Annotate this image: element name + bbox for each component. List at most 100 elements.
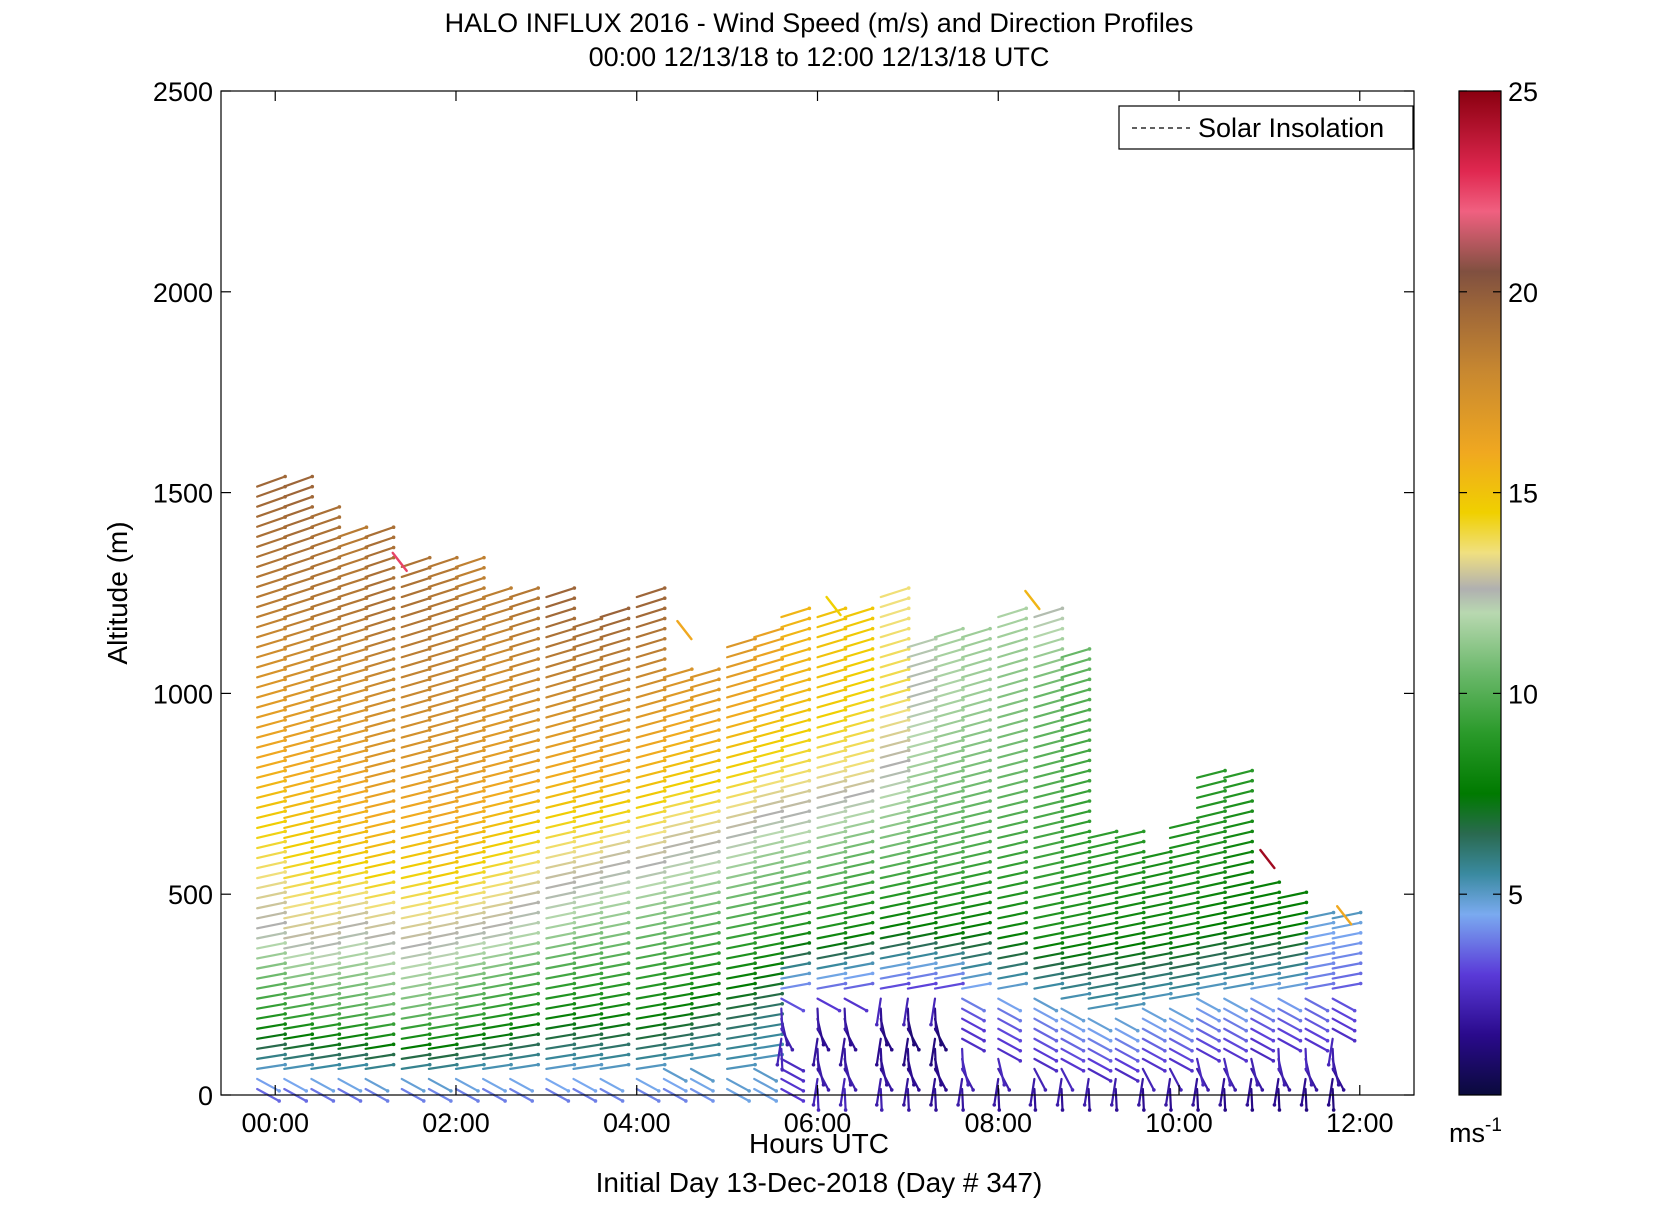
colorbar-unit-base: ms <box>1449 1118 1485 1148</box>
wind-vector <box>427 1043 458 1050</box>
wind-vector <box>780 718 811 729</box>
wind-vector <box>812 1077 819 1107</box>
wind-vector-head <box>807 707 812 712</box>
wind-vector <box>481 718 513 729</box>
wind-vector-head <box>717 738 721 742</box>
wind-vector <box>843 657 874 669</box>
wind-vector <box>726 1053 757 1060</box>
wind-vector <box>1141 1047 1166 1062</box>
wind-vector <box>427 769 458 779</box>
wind-vector-head <box>599 809 604 813</box>
wind-vector-head <box>1087 941 1092 945</box>
wind-vector <box>283 810 314 819</box>
wind-vector <box>933 901 965 910</box>
wind-vector <box>1033 789 1064 799</box>
wind-vector <box>879 962 910 970</box>
wind-vector <box>1168 1007 1194 1022</box>
wind-vector <box>509 799 540 809</box>
wind-vector <box>997 891 1028 900</box>
wind-vector-head <box>961 1068 965 1072</box>
wind-vector <box>662 1077 687 1093</box>
wind-vector-head <box>690 1012 694 1016</box>
wind-vector <box>364 586 395 599</box>
wind-vector <box>1168 972 1200 980</box>
wind-vector-head <box>917 1088 921 1092</box>
wind-vector-head <box>870 941 875 945</box>
wind-vector <box>454 576 486 589</box>
wind-vector <box>283 870 314 880</box>
wind-vector <box>545 1077 570 1093</box>
wind-vector-head <box>780 941 785 945</box>
wind-vector-head <box>848 1042 853 1047</box>
wind-vector <box>310 972 341 980</box>
wind-vector <box>1195 870 1227 880</box>
wind-vector-head <box>1141 961 1146 966</box>
wind-vector-head <box>337 941 342 945</box>
wind-vector <box>961 627 992 639</box>
wind-vector-head <box>391 606 396 611</box>
wind-vector-head <box>753 778 757 783</box>
wind-vector <box>1141 881 1172 890</box>
wind-vector <box>997 830 1028 840</box>
wind-vector-head <box>572 890 577 895</box>
wind-vector-head <box>988 910 992 915</box>
wind-vector <box>572 870 603 880</box>
wind-vector-head <box>1169 991 1173 996</box>
wind-vector-head <box>807 931 812 935</box>
wind-vector <box>689 850 721 860</box>
wind-vector-head <box>1024 616 1029 621</box>
wind-vector-head <box>917 1047 921 1052</box>
wind-vector-head <box>811 1062 816 1067</box>
wind-vector-head <box>599 890 604 895</box>
wind-vector-head <box>1223 961 1227 966</box>
wind-vector-head <box>717 961 721 966</box>
wind-vector-head <box>988 890 992 895</box>
wind-vector-head <box>662 931 667 935</box>
wind-vector-head <box>572 971 577 976</box>
wind-vector <box>726 708 757 719</box>
wind-vector <box>961 728 992 739</box>
wind-vector-head <box>717 809 721 813</box>
wind-vector-head <box>690 1032 694 1037</box>
wind-vector <box>454 1012 486 1020</box>
wind-vector <box>283 617 314 629</box>
wind-vector <box>1114 931 1145 940</box>
wind-vector <box>1060 728 1091 739</box>
wind-vector <box>1033 718 1064 729</box>
wind-vector <box>256 1063 287 1070</box>
x-axis-sublabel: Initial Day 13-Dec-2018 (Day # 347) <box>596 1167 1043 1198</box>
wind-vector <box>635 820 666 830</box>
wind-vector <box>256 708 287 719</box>
wind-vector-head <box>1277 951 1282 955</box>
wind-vector-head <box>988 829 992 834</box>
wind-vector-head <box>816 1068 821 1072</box>
wind-vector-head <box>662 697 667 702</box>
wind-vector <box>400 941 431 950</box>
wind-vector <box>509 708 540 719</box>
wind-vector <box>957 1077 964 1107</box>
wind-vector <box>545 688 576 699</box>
wind-vector-head <box>509 1032 513 1037</box>
wind-vector <box>481 749 513 759</box>
wind-vector <box>843 607 874 619</box>
wind-vector <box>364 901 395 910</box>
wind-vector <box>1195 810 1227 819</box>
wind-vector-head <box>961 697 965 702</box>
wind-vector <box>364 576 395 589</box>
wind-vector <box>310 1043 341 1050</box>
wind-vector-head <box>1304 981 1309 986</box>
wind-vector <box>753 728 784 739</box>
wind-vector-head <box>391 748 396 753</box>
wind-vector-head <box>337 860 342 864</box>
wind-vector <box>364 647 395 659</box>
wind-vector-head <box>283 758 287 763</box>
wind-vector-head <box>364 789 369 793</box>
wind-vector-head <box>1141 951 1146 955</box>
wind-vector <box>572 1053 603 1060</box>
wind-vector-head <box>843 697 848 702</box>
wind-vector <box>780 698 811 709</box>
wind-vector <box>753 1033 784 1040</box>
wind-vector <box>753 749 784 759</box>
wind-vector-head <box>1196 839 1200 844</box>
wind-vector-head <box>1331 951 1336 955</box>
